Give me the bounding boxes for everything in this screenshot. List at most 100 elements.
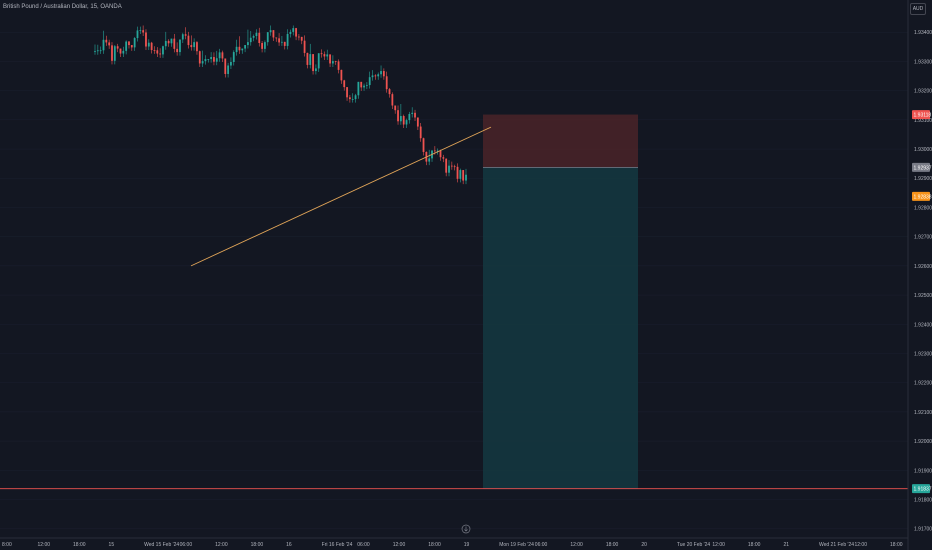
candle [164, 31, 167, 50]
stop-loss-zone[interactable] [483, 114, 638, 168]
x-tick-label: 06:00 [180, 542, 193, 548]
candle [462, 170, 465, 185]
y-tick-label: 1.92600 [914, 264, 932, 270]
candle [377, 72, 380, 80]
y-tick-label: 1.93400 [914, 30, 932, 36]
candle [167, 39, 170, 47]
time-axis[interactable]: 8:00 12:00 18:00 15 Wed 15 Feb '24 06:00 12:00… [2, 542, 903, 548]
candle [411, 107, 414, 118]
candle [255, 29, 258, 40]
candle [215, 50, 218, 66]
candle [111, 42, 113, 65]
candle [99, 46, 102, 54]
candle [295, 27, 297, 41]
price-label-hline: 1.91837 [912, 484, 932, 494]
grid [0, 31, 908, 529]
candle [94, 44, 96, 55]
price-label-current: 1.92838 [912, 191, 932, 201]
candle [96, 44, 99, 55]
candle [360, 81, 363, 91]
y-tick-label: 1.92500 [914, 293, 932, 299]
candlestick-series [94, 25, 467, 185]
x-tick-label: Mon 19 Feb '24 [499, 542, 534, 548]
candle [388, 87, 391, 98]
candle [281, 36, 283, 46]
x-tick-label: 06:00 [535, 542, 548, 548]
currency-badge[interactable]: AUD [910, 3, 926, 15]
candle [230, 57, 232, 70]
x-tick-label: 12:00 [570, 542, 583, 548]
x-tick-label: 12:00 [393, 542, 406, 548]
candle [323, 51, 326, 60]
y-tick-label: 1.92900 [914, 176, 932, 182]
price-axis[interactable]: 1.93400 1.93300 1.93200 1.93100 1.93000 1.929… [914, 30, 932, 532]
candle [371, 70, 374, 81]
candle [156, 47, 159, 58]
y-tick-label: 1.92300 [914, 351, 932, 357]
candle [125, 40, 128, 55]
candle [399, 104, 402, 125]
candle [179, 39, 181, 56]
candle [187, 31, 190, 49]
candle [275, 37, 278, 42]
candle [374, 74, 377, 80]
candle [224, 58, 227, 78]
candle [147, 39, 150, 51]
candle [153, 46, 156, 54]
candle [252, 34, 255, 42]
scroll-to-realtime-button[interactable] [461, 524, 471, 534]
y-tick-label: 1.91800 [914, 497, 932, 503]
candle [331, 55, 334, 67]
x-tick-label: 18:00 [251, 542, 264, 548]
x-tick-label: 12:00 [215, 542, 228, 548]
x-tick-label: 19 [464, 542, 470, 548]
candle [269, 25, 272, 36]
candle [292, 25, 295, 36]
candle [348, 94, 351, 103]
price-label-text: 1.92838 [914, 194, 932, 200]
candle [130, 45, 133, 51]
y-tick-label: 1.92800 [914, 205, 932, 211]
price-labels: 1.93118 1.92937 1.92838 1.91837 [912, 110, 932, 494]
candle [122, 46, 125, 58]
candle [391, 92, 394, 110]
candle [136, 26, 139, 42]
candle [334, 60, 337, 65]
candle [320, 49, 323, 58]
x-tick-label: Wed 15 Feb '24 [144, 542, 179, 548]
candle [207, 59, 210, 63]
x-tick-label: 18:00 [748, 542, 761, 548]
candle [408, 111, 411, 124]
candle [150, 41, 153, 54]
candle [380, 65, 382, 78]
candle [368, 71, 371, 89]
candle [142, 25, 145, 37]
x-tick-label: 18:00 [890, 542, 903, 548]
candle [198, 50, 201, 67]
candle [346, 87, 348, 101]
x-tick-label: Fri 16 Feb '24 [322, 542, 353, 548]
candle [445, 158, 448, 177]
candle [116, 43, 119, 53]
candle [258, 27, 261, 47]
take-profit-zone[interactable] [483, 167, 638, 489]
candle [235, 39, 238, 56]
candle [286, 29, 289, 50]
x-tick-label: Tue 20 Feb '24 [677, 542, 711, 548]
candle [159, 48, 162, 58]
candle [337, 59, 340, 74]
candle [315, 64, 317, 75]
candle [422, 137, 425, 156]
candle [317, 53, 320, 72]
candle [221, 50, 224, 62]
trendline[interactable] [190, 126, 492, 267]
candle [459, 168, 462, 183]
candle [326, 49, 329, 60]
candle [218, 48, 221, 62]
candle [442, 154, 445, 163]
candle [385, 71, 388, 93]
candle [176, 42, 179, 56]
candle [329, 54, 331, 67]
y-tick-label: 1.93200 [914, 89, 932, 95]
